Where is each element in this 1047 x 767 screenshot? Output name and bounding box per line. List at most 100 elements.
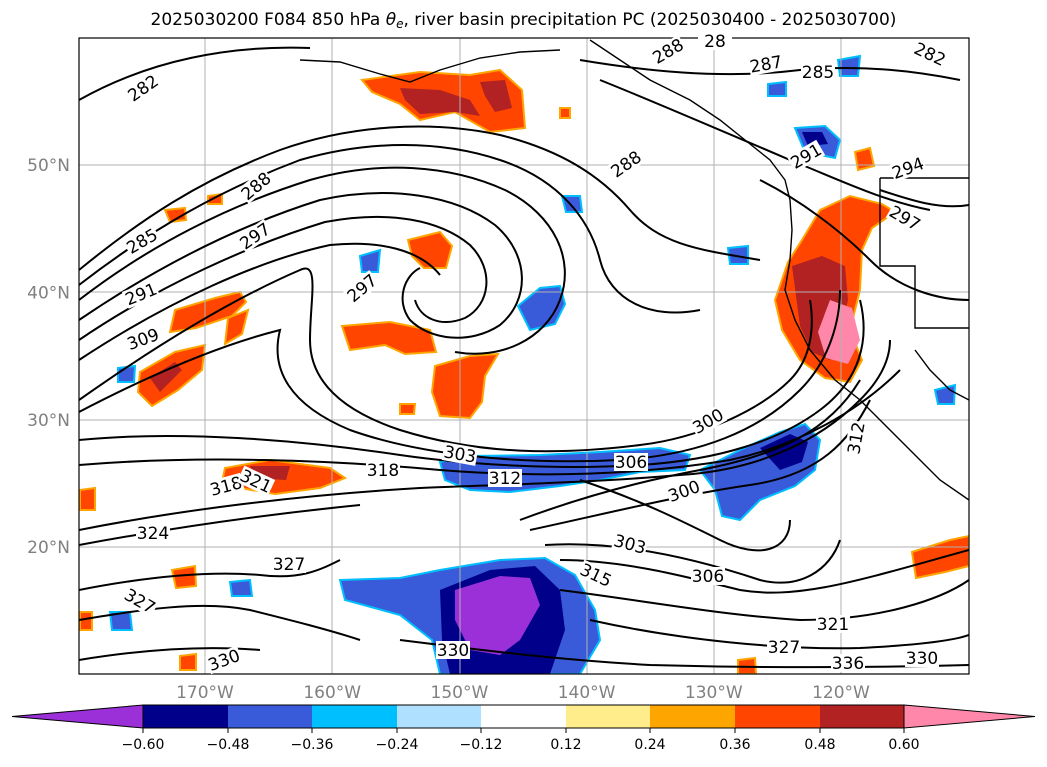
colorbar-tick-label: 0.60 xyxy=(888,737,919,753)
precip-area xyxy=(455,576,540,655)
precip-area xyxy=(802,132,828,146)
colorbar-segment xyxy=(566,705,650,728)
contour-label: 318 xyxy=(367,461,399,481)
colorbar-tick-label: −0.36 xyxy=(291,737,334,753)
precip-area xyxy=(836,54,862,77)
contour-line xyxy=(79,604,361,641)
contour-line xyxy=(79,369,901,476)
contour-line xyxy=(79,192,523,339)
precip-area xyxy=(170,564,198,590)
contour-line xyxy=(529,399,871,531)
contour-line xyxy=(579,59,961,81)
map-frame xyxy=(78,37,970,675)
map-title: 2025030200 F084 850 hPa θe, river basin … xyxy=(0,10,1047,31)
colorbar-extension-high xyxy=(903,704,1036,729)
contour-line xyxy=(79,267,813,453)
precip-area xyxy=(399,403,417,415)
contour-line xyxy=(399,639,969,669)
precip-area xyxy=(150,362,182,392)
colorbar-tick-label: 0.36 xyxy=(719,737,750,753)
precip-area xyxy=(223,308,250,346)
precip-area xyxy=(406,230,454,269)
contour-line xyxy=(79,215,488,341)
longitude-label: 140°W xyxy=(558,683,616,703)
contour-label: 327 xyxy=(768,638,800,658)
contour-label: 324 xyxy=(137,524,169,544)
colorbar-tick-label: −0.48 xyxy=(207,737,250,753)
contour-line xyxy=(559,579,969,622)
colorbar-segment xyxy=(735,705,820,728)
contour-label: 306 xyxy=(615,453,647,473)
colorbar-tick-label: −0.60 xyxy=(122,737,165,753)
precip-area xyxy=(163,206,188,224)
coastline xyxy=(589,39,969,501)
contour-line xyxy=(879,189,969,208)
longitude-label: 130°W xyxy=(685,683,743,703)
longitude-label: 150°W xyxy=(431,683,489,703)
precip-area xyxy=(168,290,248,334)
precip-area xyxy=(340,320,438,356)
contour-line xyxy=(589,619,969,650)
colorbar-segment xyxy=(143,705,228,728)
colorbar-tick-label: 0.24 xyxy=(634,737,665,753)
contour-line xyxy=(79,166,566,355)
contour-line xyxy=(79,242,441,361)
colorbar-segment xyxy=(481,705,566,728)
title-theta-sub: e xyxy=(396,17,404,31)
latitude-label: 40°N xyxy=(27,283,70,303)
precip-area xyxy=(430,352,500,420)
precip-area xyxy=(228,578,254,597)
colorbar-extension-low xyxy=(11,704,144,729)
contour-line xyxy=(559,549,969,594)
contour-line xyxy=(544,539,841,584)
contour-line xyxy=(79,299,865,468)
longitude-label: 160°W xyxy=(303,683,361,703)
colorbar-tick-label: 0.12 xyxy=(550,737,581,753)
colorbar: −0.60 −0.48 −0.36 −0.24 −0.12 0.12 0.24 0.36 0.4… xyxy=(11,704,1036,753)
precip-area xyxy=(726,244,749,265)
coastline xyxy=(299,49,561,83)
map-panel xyxy=(79,38,969,674)
precip-area xyxy=(516,284,567,332)
contour-line xyxy=(79,504,361,546)
contour-line xyxy=(79,46,311,101)
precip-area xyxy=(853,146,876,172)
coastline xyxy=(879,178,969,329)
contour-label: 321 xyxy=(817,615,849,635)
longitude-label: 120°W xyxy=(812,683,870,703)
contour-line xyxy=(79,647,261,661)
colorbar-segment xyxy=(228,705,312,728)
title-prefix: 2025030200 F084 850 hPa xyxy=(150,10,386,30)
contour-line xyxy=(759,179,969,301)
coastline xyxy=(914,349,969,401)
contour-label: 306 xyxy=(692,567,724,587)
title-theta: θ xyxy=(385,10,397,30)
precip-area xyxy=(79,611,93,631)
longitude-labels: 170°W 160°W 150°W 140°W 130°W 120°W xyxy=(176,683,870,703)
colorbar-frame xyxy=(142,704,905,729)
contour-label: 330 xyxy=(906,649,938,669)
colorbar-segment xyxy=(397,705,481,728)
latitude-label: 30°N xyxy=(27,411,70,431)
precip-area xyxy=(767,80,787,97)
contour-line xyxy=(519,379,861,521)
title-suffix: , river basin precipitation PC (20250304… xyxy=(403,10,897,30)
colorbar-segment xyxy=(312,705,397,728)
contour-line xyxy=(579,479,791,552)
longitude-label: 170°W xyxy=(176,683,234,703)
contour-label: 285 xyxy=(802,63,834,83)
contour-label: 312 xyxy=(489,469,521,489)
contour-line xyxy=(79,559,341,591)
contour-label: 330 xyxy=(437,641,469,661)
contour-label: 336 xyxy=(832,654,864,674)
theta-e-contours xyxy=(79,46,969,669)
precip-area xyxy=(179,652,197,671)
precip-area xyxy=(480,80,512,112)
precip-area xyxy=(108,611,134,631)
colorbar-tick-label: −0.12 xyxy=(460,737,503,753)
colorbar-segment xyxy=(820,705,904,728)
contour-label: 327 xyxy=(273,555,305,575)
latitude-label: 50°N xyxy=(27,156,70,176)
precip-area xyxy=(559,107,571,119)
